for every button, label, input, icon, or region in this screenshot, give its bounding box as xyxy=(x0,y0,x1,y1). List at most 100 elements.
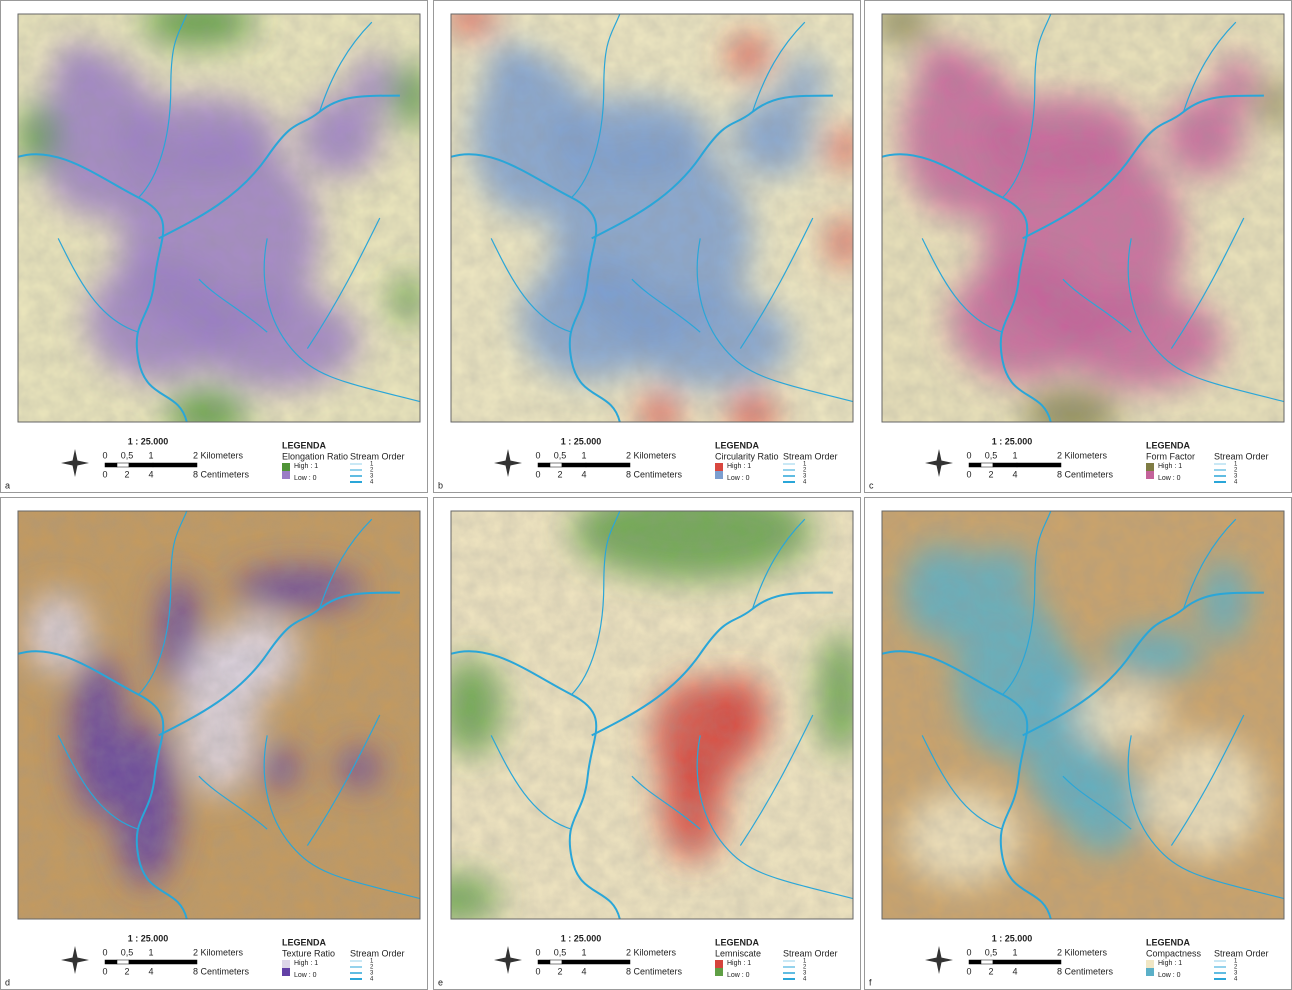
scale-km-unit: 2 Kilometers xyxy=(626,450,677,460)
scale-km-tick: 0 xyxy=(535,450,540,460)
legend-low: Low : 0 xyxy=(294,972,317,979)
scale-bar xyxy=(129,463,153,467)
scale-bar xyxy=(538,463,550,467)
scale-bar xyxy=(129,960,153,964)
legend-title: LEGENDA xyxy=(1146,440,1191,450)
legend-high-swatch xyxy=(715,960,723,968)
legend-high: High : 1 xyxy=(727,960,751,967)
scale-bar xyxy=(550,463,562,467)
scale-km-tick: 1 xyxy=(148,947,153,957)
legend-low-swatch xyxy=(715,968,723,976)
scale-cm-tick: 0 xyxy=(966,469,971,479)
figure: 1 : 25.000 0 0,5 1 2 Kilometers 0 2 4 8 Centimet… xyxy=(0,0,1292,990)
scale-bar xyxy=(153,463,197,467)
scale-cm-tick: 0 xyxy=(102,966,107,976)
scale-bar xyxy=(562,960,586,964)
hillshade xyxy=(451,14,853,422)
scale-cm-tick: 2 xyxy=(988,966,993,976)
hillshade xyxy=(451,511,853,919)
scale-bar xyxy=(586,960,630,964)
scale-cm-tick: 4 xyxy=(581,966,586,976)
map-area xyxy=(882,511,1284,919)
scale-km-tick: 1 xyxy=(1012,947,1017,957)
scale-ratio: 1 : 25.000 xyxy=(128,436,169,446)
scale-cm-unit: 8 Centimeters xyxy=(1057,469,1114,479)
panel-label: b xyxy=(438,480,443,490)
legend-low: Low : 0 xyxy=(727,972,750,979)
map-area xyxy=(419,482,865,923)
scale-km-tick: 0 xyxy=(535,947,540,957)
legend-low-swatch xyxy=(282,471,290,479)
map-area xyxy=(874,2,1292,439)
legend-variable: Form Factor xyxy=(1146,451,1195,461)
scale-km-tick: 0,5 xyxy=(985,450,998,460)
scale-ratio: 1 : 25.000 xyxy=(992,933,1033,943)
scale-km-tick: 0 xyxy=(966,947,971,957)
legend-high: High : 1 xyxy=(294,463,318,470)
panel-label: e xyxy=(438,977,443,987)
scale-bar xyxy=(105,463,117,467)
scale-ratio: 1 : 25.000 xyxy=(128,933,169,943)
scale-km-unit: 2 Kilometers xyxy=(1057,947,1108,957)
legend-high-swatch xyxy=(1146,463,1154,471)
scale-cm-tick: 2 xyxy=(124,966,129,976)
scale-bar xyxy=(1017,960,1061,964)
scale-cm-tick: 4 xyxy=(1012,966,1017,976)
scale-bar xyxy=(105,960,117,964)
scale-cm-tick: 2 xyxy=(988,469,993,479)
scale-bar xyxy=(538,960,550,964)
scale-cm-unit: 8 Centimeters xyxy=(1057,966,1114,976)
scale-bar xyxy=(550,960,562,964)
scale-km-tick: 0,5 xyxy=(121,947,134,957)
scale-km-unit: 2 Kilometers xyxy=(1057,450,1108,460)
scale-bar xyxy=(981,960,993,964)
scale-km-tick: 0 xyxy=(966,450,971,460)
scale-cm-tick: 2 xyxy=(557,469,562,479)
map-panel: 1 : 25.00000,512 Kilometers0248 Centimet… xyxy=(865,498,1292,990)
scale-km-tick: 0 xyxy=(102,947,107,957)
scale-bar xyxy=(153,960,197,964)
scale-cm-tick: 0 xyxy=(102,469,107,479)
legend-high: High : 1 xyxy=(1158,463,1182,470)
scale-km-tick: 0 xyxy=(102,450,107,460)
scale-bar xyxy=(993,960,1017,964)
legend-low: Low : 0 xyxy=(727,475,750,482)
scale-bar xyxy=(969,960,981,964)
scale-cm-tick: 0 xyxy=(535,469,540,479)
legend-variable: Texture Ratio xyxy=(282,948,335,958)
scale-bar xyxy=(117,463,129,467)
scale-cm-tick: 2 xyxy=(557,966,562,976)
scale-bar xyxy=(981,463,993,467)
hillshade xyxy=(18,14,420,422)
stream-order-title: Stream Order xyxy=(1214,451,1269,461)
scale-km-unit: 2 Kilometers xyxy=(193,450,244,460)
scale-km-unit: 2 Kilometers xyxy=(193,947,244,957)
map-area xyxy=(447,2,861,434)
scale-cm-unit: 8 Centimeters xyxy=(626,469,683,479)
legend-low: Low : 0 xyxy=(1158,475,1181,482)
legend-title: LEGENDA xyxy=(282,937,327,947)
legend-high-swatch xyxy=(282,960,290,968)
legend-title: LEGENDA xyxy=(715,440,760,450)
stream-order-title: Stream Order xyxy=(783,948,838,958)
scale-km-tick: 0,5 xyxy=(121,450,134,460)
hillshade xyxy=(882,14,1284,422)
scale-cm-tick: 2 xyxy=(124,469,129,479)
scale-bar xyxy=(993,463,1017,467)
panel-label: a xyxy=(5,480,10,490)
scale-ratio: 1 : 25.000 xyxy=(992,436,1033,446)
legend-low-swatch xyxy=(1146,968,1154,976)
legend-variable: Lemniscate xyxy=(715,948,761,958)
stream-order-title: Stream Order xyxy=(350,948,405,958)
legend-high-swatch xyxy=(715,463,723,471)
scale-cm-tick: 4 xyxy=(1012,469,1017,479)
legend-title: LEGENDA xyxy=(715,937,760,947)
scale-km-tick: 0,5 xyxy=(554,450,567,460)
stream-order-title: Stream Order xyxy=(1214,948,1269,958)
scale-cm-unit: 8 Centimeters xyxy=(626,966,683,976)
scale-bar xyxy=(969,463,981,467)
scale-bar xyxy=(117,960,129,964)
stream-order-title: Stream Order xyxy=(783,451,838,461)
